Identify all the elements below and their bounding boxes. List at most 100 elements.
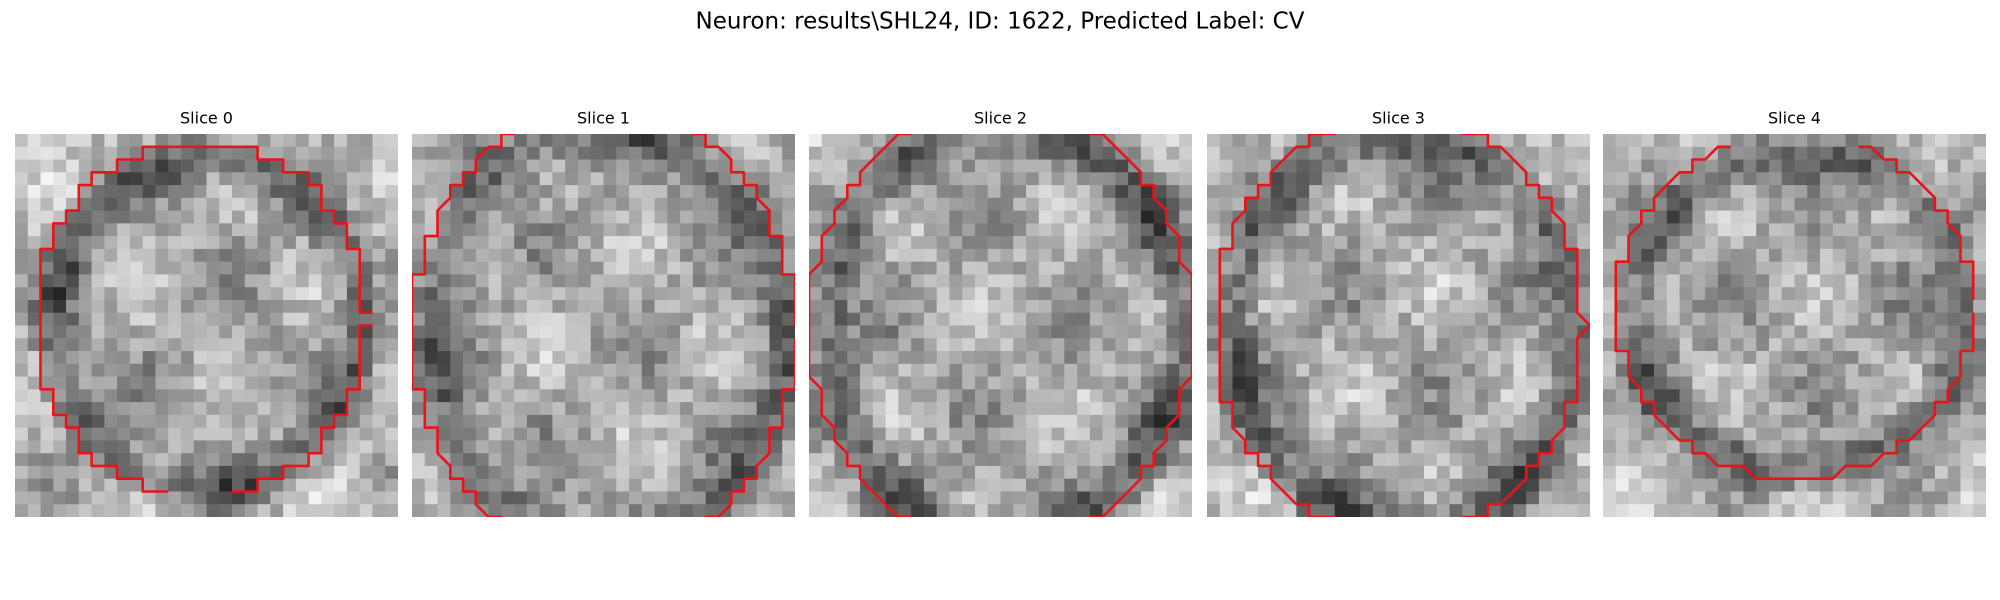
pixel <box>743 146 758 160</box>
pixel <box>1705 504 1719 517</box>
pixel <box>1449 312 1463 326</box>
pixel <box>180 491 195 505</box>
pixel <box>1551 236 1565 250</box>
pixel <box>949 351 963 365</box>
pixel <box>782 453 795 467</box>
pixel <box>359 197 373 211</box>
pixel <box>1960 465 1974 480</box>
pixel <box>1641 351 1655 365</box>
slice-image <box>1207 134 1590 517</box>
pixel <box>629 504 643 517</box>
pixel <box>206 414 220 429</box>
pixel <box>936 172 950 186</box>
pixel <box>1756 261 1770 275</box>
pixel <box>346 185 361 199</box>
pixel <box>911 465 925 480</box>
pixel <box>1153 325 1167 339</box>
pixel <box>860 389 874 403</box>
pixel <box>577 338 592 352</box>
pixel <box>539 274 553 288</box>
pixel <box>1436 261 1450 275</box>
pixel <box>1960 299 1974 314</box>
pixel <box>1360 325 1374 339</box>
pixel <box>206 491 220 505</box>
pixel <box>1487 287 1502 301</box>
pixel <box>514 312 528 326</box>
pixel <box>1807 146 1821 160</box>
pixel <box>346 236 361 250</box>
pixel <box>1896 146 1910 160</box>
pixel <box>1603 465 1617 480</box>
pixel <box>1475 338 1489 352</box>
pixel <box>142 402 156 416</box>
pixel <box>257 402 271 416</box>
pixel <box>847 478 861 492</box>
pixel <box>577 274 592 288</box>
pixel <box>1347 453 1361 467</box>
pixel <box>1258 312 1272 326</box>
pixel <box>616 287 630 301</box>
pixel <box>1258 414 1272 429</box>
pixel <box>1089 491 1104 505</box>
pixel <box>949 312 963 326</box>
pixel <box>629 185 643 199</box>
pixel <box>1603 363 1617 377</box>
pixel <box>552 134 566 148</box>
pixel <box>1038 491 1052 505</box>
pixel <box>1270 236 1284 250</box>
pixel <box>847 299 861 314</box>
pixel <box>321 491 335 505</box>
pixel <box>1858 274 1872 288</box>
pixel <box>1038 172 1052 186</box>
pixel <box>142 465 156 480</box>
pixel <box>27 261 41 275</box>
pixel <box>359 478 373 492</box>
pixel <box>501 351 515 365</box>
pixel <box>834 351 848 365</box>
pixel <box>1296 414 1310 429</box>
pixel <box>15 248 29 263</box>
pixel <box>1794 351 1808 365</box>
pixel <box>1730 414 1744 429</box>
pixel <box>898 236 912 250</box>
pixel <box>1820 210 1834 224</box>
pixel <box>257 414 271 429</box>
pixel <box>129 338 144 352</box>
pixel <box>91 287 105 301</box>
pixel <box>1526 185 1540 199</box>
pixel <box>1347 134 1361 148</box>
pixel <box>1207 287 1221 301</box>
pixel <box>1077 402 1091 416</box>
pixel <box>1000 325 1014 339</box>
pixel <box>1768 351 1783 365</box>
pixel <box>40 159 54 173</box>
pixel <box>1000 236 1014 250</box>
pixel <box>91 402 105 416</box>
pixel <box>1883 351 1898 365</box>
pixel <box>1500 172 1514 186</box>
pixel <box>168 440 182 454</box>
pixel <box>180 389 195 403</box>
pixel <box>743 414 758 429</box>
pixel <box>1973 248 1986 263</box>
pixel <box>488 134 502 148</box>
pixel <box>1871 197 1885 211</box>
pixel <box>743 172 758 186</box>
pixel <box>1245 146 1259 160</box>
pixel <box>270 465 284 480</box>
pixel <box>1858 427 1872 441</box>
pixel <box>78 376 92 390</box>
pixel <box>1140 197 1155 211</box>
pixel <box>1026 248 1040 263</box>
pixel <box>1947 210 1961 224</box>
pixel <box>1270 376 1284 390</box>
pixel <box>1475 504 1489 517</box>
pixel <box>27 287 41 301</box>
pixel <box>1462 491 1476 505</box>
pixel <box>923 351 938 365</box>
pixel <box>475 159 489 173</box>
pixel <box>1679 146 1693 160</box>
pixel <box>91 504 105 517</box>
pixel <box>1500 287 1514 301</box>
pixel <box>680 440 694 454</box>
